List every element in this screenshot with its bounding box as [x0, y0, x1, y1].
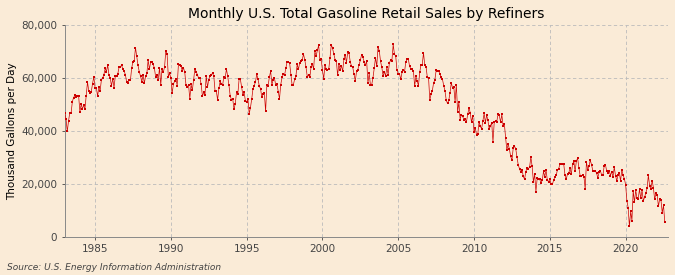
Title: Monthly U.S. Total Gasoline Retail Sales by Refiners: Monthly U.S. Total Gasoline Retail Sales…	[188, 7, 545, 21]
Text: Source: U.S. Energy Information Administration: Source: U.S. Energy Information Administ…	[7, 263, 221, 272]
Y-axis label: Thousand Gallons per Day: Thousand Gallons per Day	[7, 62, 17, 200]
